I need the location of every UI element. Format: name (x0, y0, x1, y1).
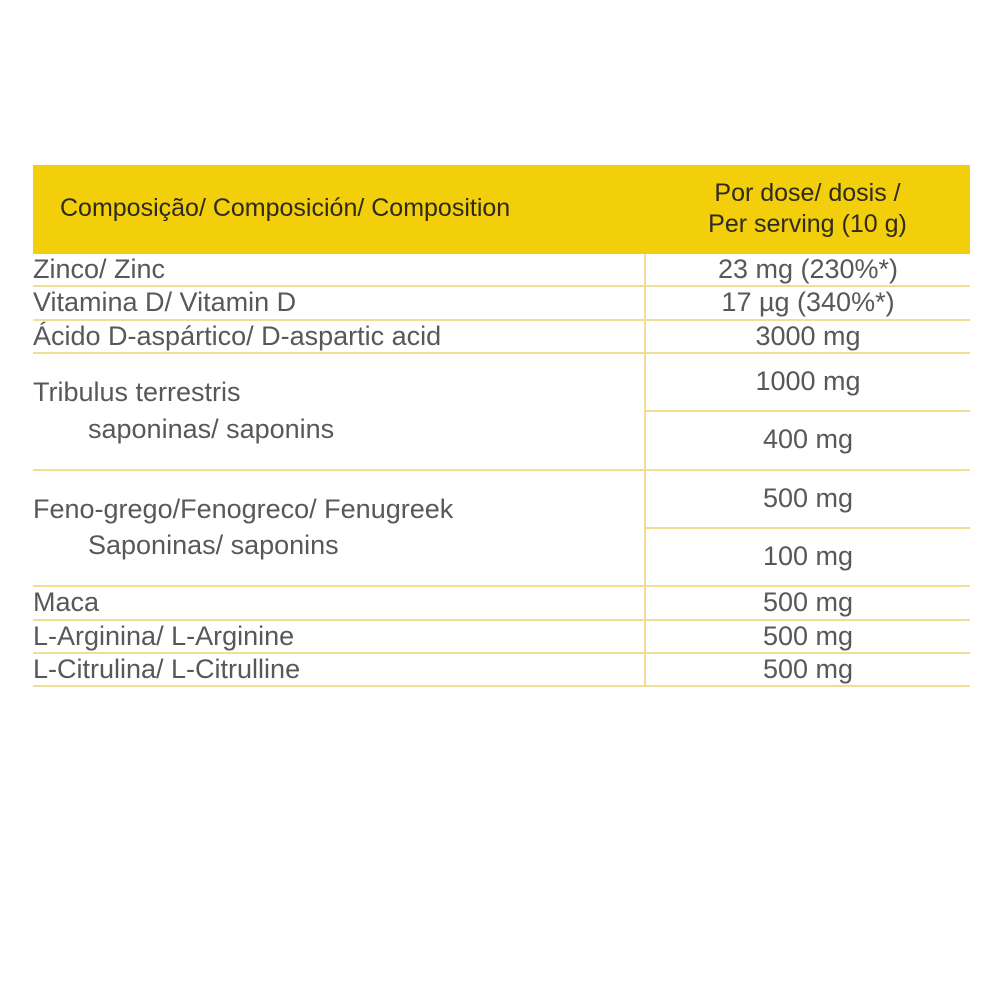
table-row: L-Arginina/ L-Arginine 500 mg (33, 619, 970, 654)
header-composition: Composição/ Composición/ Composition (33, 165, 645, 254)
ingredient-name: L-Arginina/ L-Arginine (33, 619, 646, 654)
ingredient-subamount: 400 mg (762, 424, 854, 455)
table-row: L-Citrulina/ L-Citrulline 500 mg (33, 652, 970, 688)
header-per-serving: Por dose/ dosis / Per serving (10 g) (645, 165, 970, 254)
ingredient-name: Feno-grego/Fenogreco/ Fenugreek (33, 494, 454, 525)
ingredient-amount-group: 500 mg 100 mg (645, 469, 970, 588)
ingredient-subname: saponinas/ saponins (88, 413, 335, 444)
ingredient-amount: 17 µg (340%*) (645, 286, 970, 321)
header-per-serving-line2: Per serving (10 g) (708, 209, 907, 238)
ingredient-amount: 1000 mg (646, 354, 970, 413)
ingredient-name: Zinco/ Zinc (33, 254, 646, 288)
ingredient-amount: 500 mg (645, 652, 970, 688)
ingredient-name-group: Feno-grego/Fenogreco/ Fenugreek Saponina… (33, 469, 646, 588)
ingredient-amount: 500 mg (646, 471, 970, 529)
ingredient-name-group: Tribulus terrestris saponinas/ saponins (33, 352, 646, 471)
table-header: Composição/ Composición/ Composition Por… (33, 165, 970, 254)
composition-table: Composição/ Composición/ Composition Por… (33, 165, 970, 688)
table-row: Maca 500 mg (33, 586, 970, 621)
ingredient-subamount: 100 mg (762, 540, 854, 571)
ingredient-amount: 500 mg (645, 619, 970, 654)
ingredient-amount: 500 mg (645, 586, 970, 621)
header-row: Composição/ Composición/ Composition Por… (33, 165, 970, 254)
table-body: Zinco/ Zinc 23 mg (230%*) Vitamina D/ Vi… (33, 254, 970, 688)
ingredient-name: L-Citrulina/ L-Citrulline (33, 652, 646, 688)
ingredient-subname: Saponinas/ saponins (88, 530, 339, 561)
ingredient-amount-group: 1000 mg 400 mg (645, 352, 970, 471)
ingredient-amount: 23 mg (230%*) (645, 254, 970, 288)
header-per-serving-line1: Por dose/ dosis / (714, 179, 901, 207)
ingredient-amount: 3000 mg (645, 319, 970, 354)
ingredient-name: Tribulus terrestris (33, 377, 241, 408)
ingredient-name: Vitamina D/ Vitamin D (33, 286, 646, 321)
ingredient-name: Maca (33, 586, 646, 621)
table-row: Tribulus terrestris saponinas/ saponins … (33, 352, 970, 471)
table-row: Zinco/ Zinc 23 mg (230%*) (33, 254, 970, 288)
table-row: Feno-grego/Fenogreco/ Fenugreek Saponina… (33, 469, 970, 588)
ingredient-name: Ácido D-aspártico/ D-aspartic acid (33, 319, 646, 354)
table-row: Vitamina D/ Vitamin D 17 µg (340%*) (33, 286, 970, 321)
table-row: Ácido D-aspártico/ D-aspartic acid 3000 … (33, 319, 970, 354)
